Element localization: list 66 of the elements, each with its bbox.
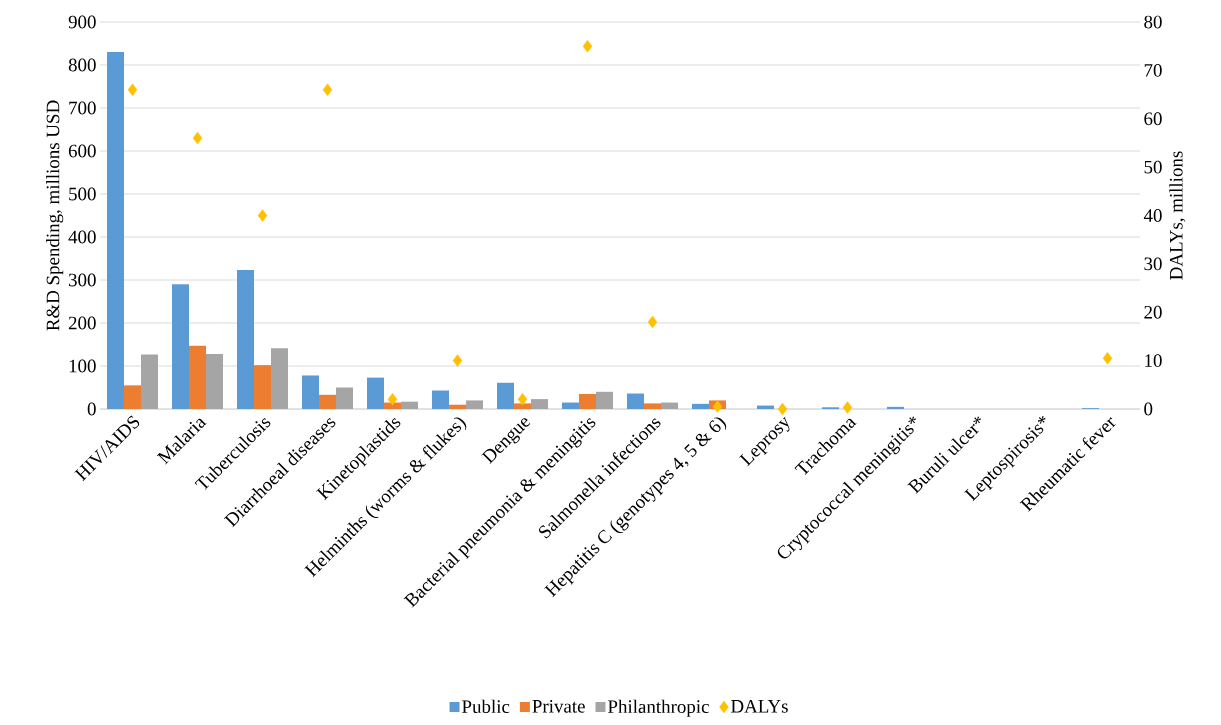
- legend-label: DALYs: [731, 700, 788, 713]
- y2-tick-label: 20: [1144, 305, 1162, 319]
- point: [1102, 352, 1113, 365]
- legend-label: Private: [532, 699, 585, 713]
- y2-tick-label: 10: [1145, 354, 1162, 368]
- y-axis-title: R&D Spending, millions USD: [46, 100, 64, 331]
- y2-tick-label: 60: [1144, 112, 1162, 126]
- bar: [271, 348, 288, 409]
- bar: [887, 406, 905, 409]
- bar: [237, 270, 254, 409]
- bar: [449, 404, 466, 409]
- y-tick-label: 300: [68, 273, 96, 287]
- bar: [514, 403, 531, 409]
- bar: [692, 403, 709, 409]
- point: [452, 354, 463, 367]
- bar: [336, 387, 353, 409]
- point: [192, 131, 203, 145]
- bar: [579, 393, 596, 409]
- bar: [107, 52, 124, 409]
- bar: [189, 345, 206, 409]
- bar: [319, 394, 336, 409]
- y2-tick-label: 70: [1144, 64, 1162, 77]
- point: [322, 83, 333, 96]
- point: [127, 83, 138, 96]
- point: [387, 393, 398, 406]
- y2-axis-title: DALYs, millions: [1169, 151, 1186, 280]
- bar: [661, 402, 678, 409]
- y2-tick-label: 0: [1144, 402, 1153, 416]
- y-tick-label: 600: [68, 144, 96, 158]
- bar: [562, 402, 579, 409]
- bar: [141, 354, 158, 409]
- point: [582, 39, 593, 53]
- point: [647, 315, 658, 329]
- y-tick-label: 200: [68, 316, 96, 330]
- legend-label: Philanthropic: [608, 699, 709, 717]
- y-tick-label: 800: [68, 58, 96, 72]
- point: [777, 402, 788, 416]
- y-tick-label: 700: [69, 101, 96, 115]
- y2-tick-label: 40: [1143, 209, 1162, 222]
- bar: [367, 377, 384, 409]
- y2-tick-label: 30: [1144, 257, 1162, 271]
- bar: [206, 353, 223, 409]
- y2-tick-label: 80: [1144, 15, 1162, 29]
- bar: [172, 284, 189, 409]
- bar: [124, 385, 141, 409]
- bar: [627, 393, 644, 409]
- bar: [644, 403, 661, 409]
- point: [842, 401, 853, 414]
- legend-label: Public: [462, 699, 510, 713]
- y-tick-label: 900: [68, 15, 96, 29]
- bar: [531, 399, 548, 409]
- y2-tick-label: 50: [1144, 160, 1162, 174]
- y-tick-label: 0: [87, 402, 96, 416]
- bar: [302, 375, 319, 409]
- bar: [401, 401, 418, 409]
- bar: [497, 382, 514, 409]
- bar: [254, 365, 271, 409]
- point: [517, 393, 528, 406]
- y-tick-label: 100: [69, 359, 96, 373]
- point: [257, 209, 268, 222]
- bar: [596, 391, 613, 409]
- y-tick-label: 400: [68, 230, 96, 244]
- bar: [432, 390, 449, 409]
- bar: [466, 400, 483, 409]
- point: [712, 400, 723, 413]
- y-tick-label: 500: [69, 187, 96, 201]
